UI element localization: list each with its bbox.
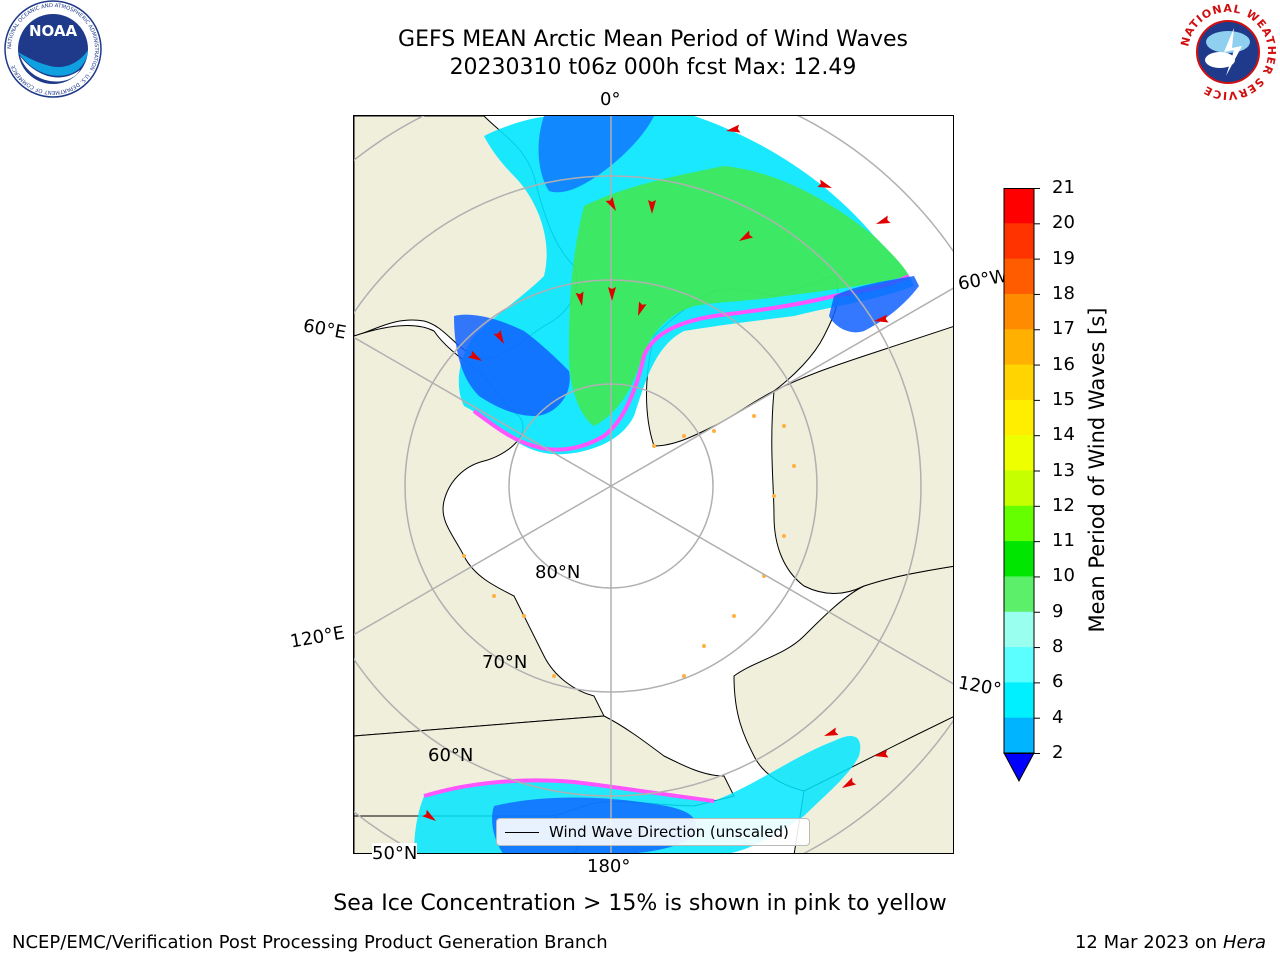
colorbar-segment [1004,647,1034,683]
wave-field-atlantic-green [569,166,909,426]
lon-label-0: 0° [600,89,621,110]
wind-arrow [726,124,741,133]
lon-label-120w: 120° [956,672,1003,701]
colorbar-tick-label: 21 [1052,177,1075,198]
footer-date-text: 12 Mar 2023 on [1074,932,1218,953]
colorbar-segment [1004,505,1034,542]
nws-logo: NATIONAL WEATHER SERVICE [1176,2,1280,102]
colorbar-segment [1004,541,1034,577]
wind-arrow [874,314,889,323]
wind-arrow [608,287,616,301]
arctic-map [353,115,954,854]
lon-label-180: 180° [587,856,631,877]
colorbar-tick-label: 2 [1052,742,1064,763]
wind-arrow [575,291,584,306]
wind-arrow [876,215,891,224]
ice-edge-atlantic [472,274,910,452]
wind-arrow [638,301,647,316]
wind-arrow [493,329,504,344]
wind-wave-arrows [422,124,891,821]
colorbar-tick-label: 8 [1052,636,1064,658]
wind-arrow [605,196,616,211]
colorbar-tick-label: 9 [1052,600,1064,622]
colorbar-segment [1004,258,1034,295]
wind-arrow [842,777,857,788]
lat-label-70n: 70°N [482,652,528,673]
noaa-logo: NOAA NATIONAL OCEANIC AND ATMOSPHERIC AD… [0,0,108,100]
colorbar-tick-label: 6 [1052,671,1064,693]
colorbar-segment [1004,293,1034,330]
lon-label-60e: 60°E [301,315,348,344]
wave-field-atlantic-blue-2 [538,116,654,193]
lat-label-60n: 60°N [428,745,474,766]
land-canada [771,326,953,594]
colorbar-segment [1004,576,1034,613]
colorbar-segment [1004,188,1034,224]
colorbar-segment [1004,329,1034,366]
colorbar-segment [1004,470,1034,507]
wind-arrow [874,749,889,758]
footer-date: 12 Mar 2023 on Hera [1075,932,1266,953]
colorbar-tick-label: 18 [1052,282,1075,304]
lat-label-80n: 80°N [535,562,581,583]
colorbar-tick-label: 14 [1052,424,1075,446]
colorbar-tick-label: 20 [1052,212,1075,234]
noaa-logo-text: NOAA [29,22,78,40]
colorbar-tick-label: 13 [1052,459,1075,481]
wind-arrow [824,727,839,736]
colorbar-tick-label: 16 [1052,353,1075,375]
map-svg [354,116,953,853]
wind-arrow [422,809,436,821]
colorbar-extension [1003,752,1035,783]
colorbar-segment [1004,682,1034,719]
sea-ice-note: Sea Ice Concentration > 15% is shown in … [333,891,947,916]
colorbar-tick-label: 10 [1052,565,1075,587]
colorbar-tick-label: 11 [1052,530,1075,552]
colorbar-segment [1004,435,1034,471]
coast-ice-markers [462,414,796,678]
wave-field-atlantic-blue [454,314,570,416]
legend-line-sample [505,832,539,833]
ice-edge-pacific [423,778,715,803]
colorbar-tick-label: 4 [1052,706,1064,728]
lon-label-120e: 120°E [288,622,347,653]
colorbar-segment [1004,364,1034,401]
colorbar [1003,188,1063,792]
legend-label: Wind Wave Direction (unscaled) [549,823,789,841]
colorbar-segment [1004,223,1034,260]
wind-arrow [739,230,754,241]
colorbar-tick-label: 15 [1052,388,1075,410]
footer-credit: NCEP/EMC/Verification Post Processing Pr… [12,932,608,953]
colorbar-segment [1004,611,1034,648]
colorbar-segment [1004,717,1034,754]
colorbar-tick-label: 19 [1052,247,1075,269]
colorbar-svg [1003,188,1040,783]
map-legend: Wind Wave Direction (unscaled) [496,818,810,846]
colorbar-tick-label: 17 [1052,318,1075,340]
lat-label-50n: 50°N [372,843,418,864]
footer-host: Hera [1222,932,1266,953]
chart-title-line-2: 20230310 t06z 000h fcst Max: 12.49 [449,55,857,80]
wind-arrow [467,350,482,361]
wind-arrow [817,179,832,188]
chart-title-line-1: GEFS MEAN Arctic Mean Period of Wind Wav… [398,27,908,52]
colorbar-tick-label: 12 [1052,494,1075,516]
colorbar-segment [1004,399,1034,436]
wind-arrow [648,200,656,214]
colorbar-title: Mean Period of Wind Waves [s] [1085,307,1109,633]
lon-label-60w: 60°W [956,266,1006,295]
